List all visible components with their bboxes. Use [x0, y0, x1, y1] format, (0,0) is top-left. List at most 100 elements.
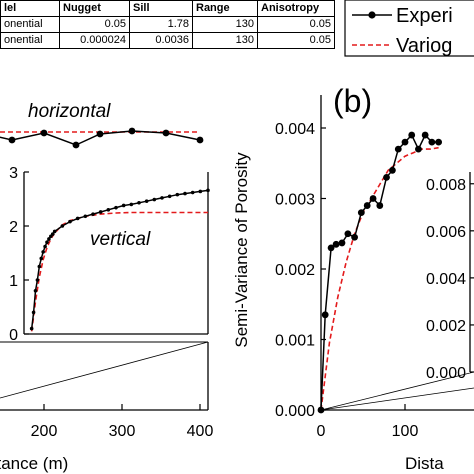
- legend-experimental-label: Experi: [396, 5, 453, 27]
- b-experimental-point: [363, 202, 371, 209]
- b-experimental-point: [338, 239, 346, 247]
- vertical-experimental-point: [152, 197, 157, 202]
- y-tick-label: 1: [9, 273, 18, 290]
- vertical-experimental-point: [29, 326, 34, 331]
- x-tick-label: 0: [317, 423, 326, 440]
- vertical-experimental-point: [33, 289, 38, 293]
- b-experimental-point: [435, 138, 442, 146]
- b-experimental-point: [357, 209, 365, 217]
- horizontal-experimental-point: [128, 127, 136, 135]
- b-experimental-point: [351, 233, 358, 241]
- legend-box: [344, 0, 474, 57]
- b-experimental-point: [327, 244, 335, 252]
- panel-a-vertical: 0 1 2 3 vertical 200 300 400 stance (m): [0, 165, 213, 473]
- vertical-experimental-point: [39, 256, 44, 261]
- horizontal-experimental-point: [40, 129, 48, 137]
- vertical-experimental-point: [129, 202, 134, 207]
- vertical-experimental-point: [45, 240, 49, 244]
- x-axis-label-b: Dista: [405, 454, 444, 473]
- vertical-experimental-line: [30, 189, 209, 329]
- vertical-experimental-point: [175, 192, 180, 197]
- vertical-experimental-point: [206, 188, 210, 193]
- y-axis-label-b: Semi-Variance of Porosity: [232, 152, 251, 348]
- vertical-experimental-point: [41, 250, 45, 254]
- horizontal-experimental-point: [8, 136, 16, 144]
- b-experimental-point: [383, 173, 390, 181]
- y-tick-label: 0.001: [275, 333, 315, 350]
- b-experimental-point: [321, 311, 329, 319]
- legend-model-label: Variog: [396, 35, 452, 57]
- vertical-experimental-point: [144, 199, 149, 203]
- vertical-experimental-point: [167, 194, 172, 199]
- header-cell: Anisotropy: [257, 0, 335, 17]
- b-experimental-point: [389, 166, 396, 174]
- vertical-experimental-point: [52, 229, 57, 234]
- b-experimental-point: [369, 195, 377, 202]
- horizontal-experimental-point: [96, 130, 104, 138]
- vertical-experimental-point: [47, 237, 51, 241]
- table-cell: onential: [0, 32, 60, 49]
- vertical-experimental-point: [190, 190, 195, 195]
- horizontal-experimental-point: [162, 129, 170, 137]
- vertical-experimental-point: [98, 210, 103, 214]
- table-cell: 0.05: [257, 32, 335, 49]
- x-tick-label: 200: [31, 423, 58, 440]
- inset-background: [470, 172, 474, 372]
- y-tick-label: 0: [9, 327, 18, 344]
- b-experimental-line: [320, 133, 439, 411]
- x-tick-label: 100: [392, 423, 419, 440]
- inset-y-tick-label: 0.004: [426, 271, 466, 288]
- b-experimental-point: [401, 138, 409, 146]
- vertical-experimental-point: [106, 208, 111, 212]
- panel-b: (b) 0.000 0.001 0.002 0.003 0.004 0 100 Semi-…: [232, 83, 474, 473]
- b-experimental-point: [428, 138, 436, 146]
- legend-experimental-marker: [368, 11, 376, 19]
- vertical-experimental-point: [160, 196, 164, 200]
- table-header-row: lel Nugget Sill Range Anisotropy: [0, 0, 335, 17]
- y-tick-label: 2: [9, 219, 18, 236]
- b-experimental-point: [408, 131, 416, 139]
- b-model-line: [320, 146, 439, 411]
- inset-y-tick-label: 0.000: [426, 365, 466, 382]
- b-experimental-point: [332, 240, 340, 248]
- vertical-experimental-point: [35, 278, 40, 282]
- vertical-experimental-point: [183, 191, 187, 196]
- table-row: onential 0.000024 0.0036 130 0.05: [0, 32, 335, 49]
- perspective-line: [0, 341, 209, 399]
- inset-y-tick-label: 0.008: [426, 177, 466, 194]
- table-cell: 0.0036: [129, 32, 193, 49]
- perspective-line: [320, 371, 474, 411]
- perspective-line: [320, 387, 474, 411]
- x-axis-label-a: stance (m): [0, 454, 68, 473]
- vertical-experimental-point: [198, 189, 203, 194]
- annotation-horizontal: horizontal: [28, 101, 111, 122]
- annotation-vertical: vertical: [90, 229, 151, 250]
- vertical-experimental-point: [114, 205, 118, 210]
- vertical-experimental-point: [43, 244, 47, 249]
- vertical-experimental-point: [91, 212, 95, 216]
- vertical-experimental-point: [83, 214, 88, 219]
- y-tick-label: 0.000: [275, 403, 315, 420]
- x-tick-label: 300: [109, 423, 136, 440]
- vertical-experimental-point: [121, 203, 126, 208]
- vertical-experimental-point: [75, 216, 80, 221]
- b-experimental-point: [421, 131, 429, 139]
- vertical-experimental-point: [60, 224, 65, 228]
- b-experimental-point: [376, 202, 384, 209]
- vertical-experimental-point: [31, 310, 36, 315]
- legend: Experi Variog: [344, 0, 474, 57]
- vertical-experimental-point: [37, 264, 42, 269]
- table-cell: 0.000024: [59, 32, 130, 49]
- table-cell: onential: [0, 16, 60, 33]
- y-tick-label: 0.002: [275, 262, 315, 279]
- horizontal-experimental: [0, 127, 204, 149]
- y-tick-label: 0.003: [275, 192, 315, 209]
- b-experimental-point: [394, 145, 402, 153]
- y-tick-label: 0.004: [275, 121, 315, 138]
- y-tick-label: 3: [9, 165, 18, 182]
- horizontal-experimental-point: [72, 141, 80, 149]
- b-experimental-point: [317, 406, 325, 414]
- b-experimental-point: [344, 230, 352, 238]
- x-tick-label: 400: [187, 423, 214, 440]
- horizontal-experimental-line: [0, 130, 201, 146]
